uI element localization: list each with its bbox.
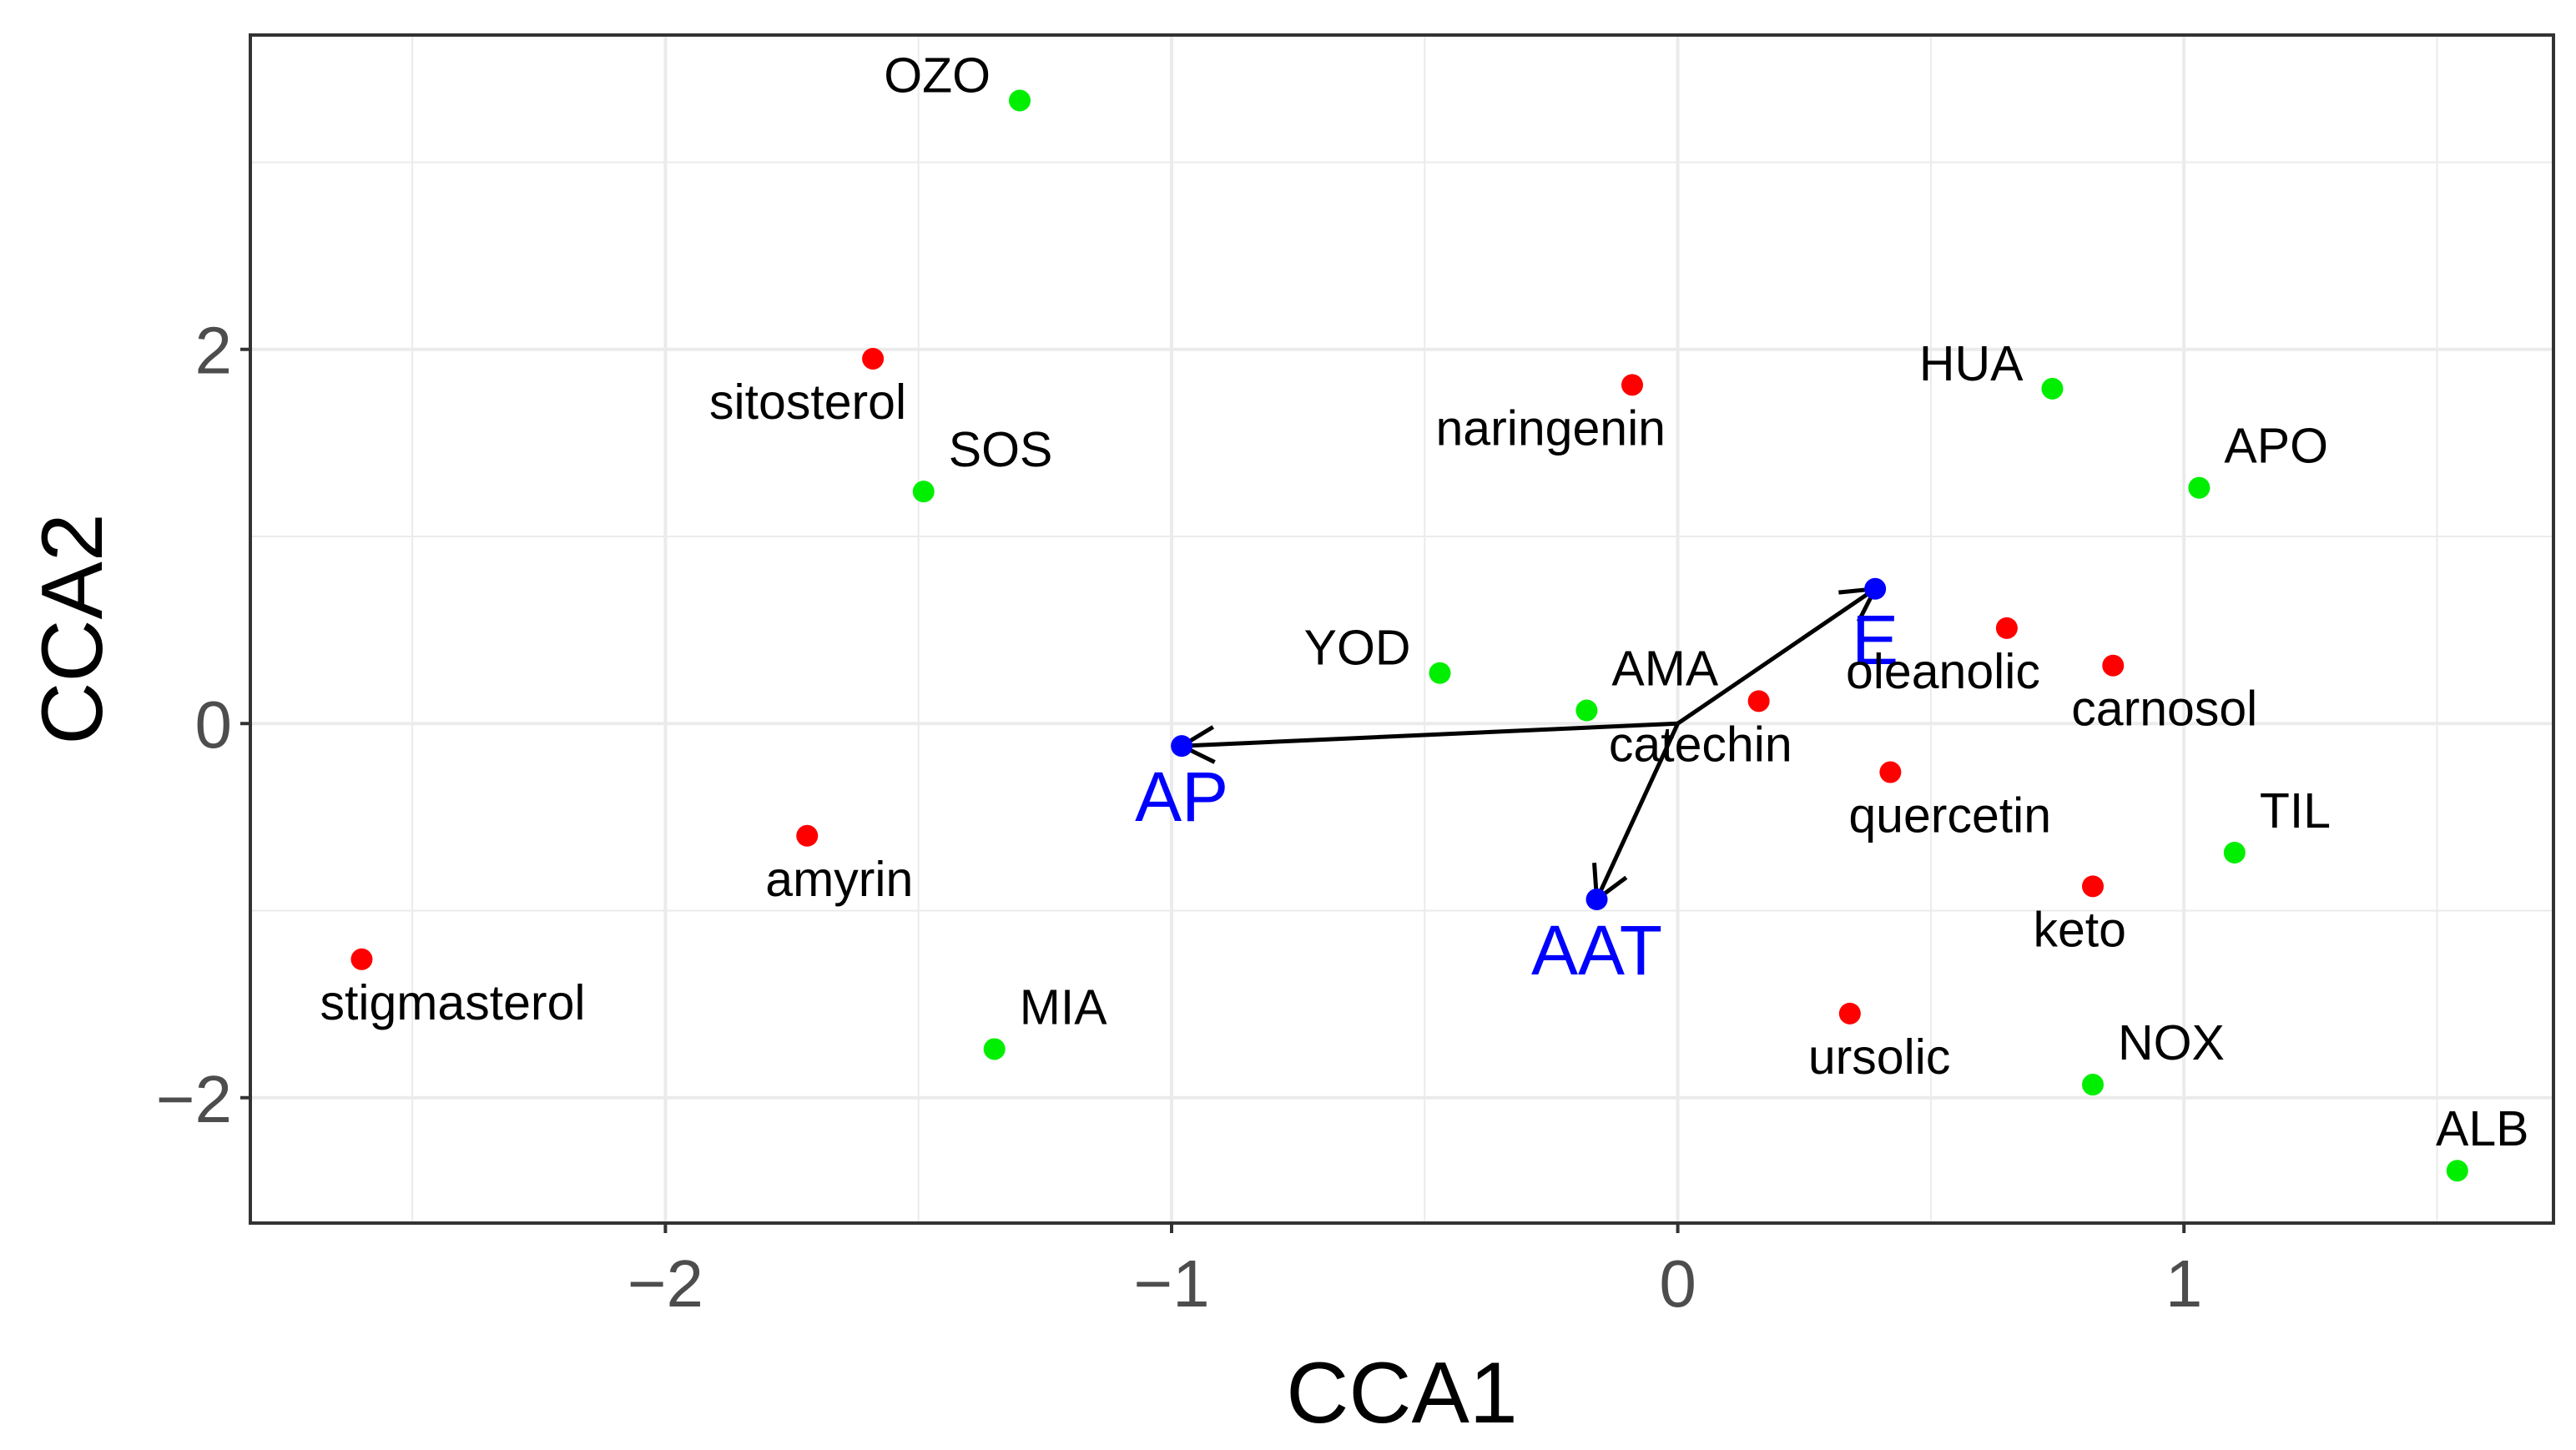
point-mia <box>983 1038 1006 1060</box>
point-label-alb: ALB <box>2436 1101 2529 1156</box>
x-tick-label: −1 <box>1133 1246 1209 1321</box>
x-tick-label: 0 <box>1659 1246 1696 1321</box>
point-ursolic <box>1838 1002 1861 1025</box>
point-label-hua: HUA <box>1919 336 2024 391</box>
vector-label-aat: AAT <box>1531 911 1662 989</box>
point-label-mia: MIA <box>1020 979 1108 1035</box>
point-catechin <box>1747 690 1770 712</box>
point-label-keto: keto <box>2033 902 2126 957</box>
point-alb <box>2446 1160 2468 1182</box>
point-labels: E AP AAT sitosterol naringenin oleanolic carno… <box>320 48 2528 1156</box>
point-label-sitosterol: sitosterol <box>709 375 906 430</box>
y-tick-label: 0 <box>195 687 233 762</box>
point-hua <box>2041 377 2064 400</box>
point-label-nox: NOX <box>2118 1015 2225 1070</box>
point-label-sos: SOS <box>949 422 1053 477</box>
point-label-catechin: catechin <box>1609 717 1792 772</box>
point-oleanolic <box>1995 617 2018 639</box>
point-ama <box>1575 699 1598 722</box>
point-keto <box>2082 875 2104 898</box>
panel-border <box>249 33 2555 1225</box>
vector-label-e: E <box>1852 601 1898 679</box>
point-nox <box>2082 1074 2104 1096</box>
vector-arrow-e <box>1676 587 1877 726</box>
point-apo <box>2188 476 2211 499</box>
points <box>350 89 2468 1182</box>
y-axis-title: CCA2 <box>24 513 121 744</box>
point-label-ama: AMA <box>1611 642 1719 697</box>
point-ozo <box>1009 89 1031 112</box>
point-quercetin <box>1879 761 1902 783</box>
panel-background <box>250 35 2553 1223</box>
y-tick-label: −2 <box>156 1062 232 1136</box>
point-label-stigmasterol: stigmasterol <box>320 975 585 1030</box>
x-tick-label: −2 <box>628 1246 703 1321</box>
point-sitosterol <box>862 347 885 370</box>
axis-ticks: −2 −1 0 1 −2 0 2 <box>156 314 2203 1321</box>
point-label-carnosol: carnosol <box>2071 682 2257 737</box>
point-sos <box>912 481 935 503</box>
y-tick-label: 2 <box>195 314 233 388</box>
point-label-apo: APO <box>2224 419 2328 474</box>
point-yod <box>1429 662 1451 684</box>
vector-arrow-aat <box>1595 722 1680 901</box>
point-til <box>2223 841 2246 863</box>
point-amyrin <box>796 824 819 847</box>
point-label-oleanolic: oleanolic <box>1846 644 2040 699</box>
point-label-amyrin: amyrin <box>765 852 913 907</box>
x-axis-title: CCA1 <box>1286 1345 1517 1442</box>
vector-label-ap: AP <box>1135 758 1228 836</box>
vector-point-aat <box>1585 889 1608 911</box>
grid-lines <box>250 35 2553 1223</box>
point-stigmasterol <box>350 948 373 970</box>
point-label-ursolic: ursolic <box>1808 1030 1951 1085</box>
point-label-yod: YOD <box>1304 621 1411 676</box>
point-label-quercetin: quercetin <box>1848 788 2051 843</box>
vector-arrow-ap <box>1182 721 1678 748</box>
vector-point-e <box>1864 577 1887 600</box>
point-naringenin <box>1621 374 1643 396</box>
point-label-ozo: OZO <box>884 48 991 103</box>
point-label-til: TIL <box>2260 783 2331 838</box>
vector-point-ap <box>1171 735 1193 758</box>
x-tick-label: 1 <box>2165 1246 2203 1321</box>
point-label-naringenin: naringenin <box>1435 400 1666 456</box>
point-carnosol <box>2102 654 2125 677</box>
